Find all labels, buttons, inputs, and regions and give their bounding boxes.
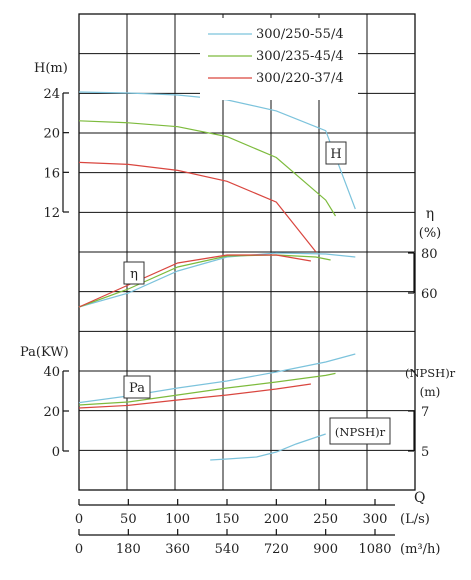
eta-curve-300-235-45-4 (78, 254, 331, 308)
pa-curve-300-220-37-4 (78, 383, 311, 409)
npsh-curve (210, 433, 326, 461)
npsh-axis-title: (NPSH)r (405, 366, 456, 380)
eta-curve-300-220-37-4 (78, 254, 312, 308)
q-m3h-axis-tick-label: 540 (215, 542, 240, 557)
eta-axis-tick-label: 60 (421, 287, 438, 302)
pa-curve-300-250-55-4 (78, 353, 356, 404)
pa-curve-300-235-45-4 (78, 372, 336, 406)
q-ls-axis-tick-label: 100 (165, 512, 190, 527)
h-curve-300-250-55-4 (78, 91, 356, 210)
pa-axis-title: Pa(KW) (20, 345, 69, 360)
curve-label-eta: η (123, 261, 145, 285)
q-ls-axis-tick-label: 150 (215, 512, 240, 527)
pa-axis-tick-label: 0 (52, 445, 60, 460)
h-axis-tick-label: 24 (43, 87, 60, 102)
q-ls-axis-tick-label: 50 (120, 512, 137, 527)
h-axis-tick-label: 20 (43, 127, 60, 142)
eta-curve-300-250-55-4 (78, 252, 356, 308)
q-ls-axis-tick-label: 300 (363, 512, 388, 527)
q-m3h-axis-tick-label: 360 (165, 542, 190, 557)
legend: 300/250-55/4 300/235-45/4 300/220-37/4 (200, 18, 358, 100)
curve-label-npsh: (NPSH)r (329, 417, 391, 445)
q-m3h-axis-tick-label: 900 (313, 542, 338, 557)
q-m3h-axis-tick-label: 1080 (358, 542, 391, 557)
pa-axis-tick-label: 40 (43, 365, 60, 380)
q-ls-axis-tick-label: 0 (75, 512, 83, 527)
legend-box (200, 18, 358, 100)
curve-label-h: H (325, 141, 347, 165)
q-m3h-axis-tick-label: 180 (116, 542, 141, 557)
svg-text:η: η (130, 267, 138, 282)
legend-label-300-250: 300/250-55/4 (256, 27, 344, 42)
h-axis-tick-label: 12 (43, 206, 60, 221)
legend-label-300-220: 300/220-37/4 (256, 71, 344, 86)
curve-label-pa: Pa (123, 375, 151, 399)
q-ls-unit: (L/s) (400, 512, 430, 527)
eta-axis-symbol: η (426, 206, 434, 222)
svg-text:H: H (330, 147, 341, 162)
q-ls-axis-tick-label: 250 (313, 512, 338, 527)
chart-curves (78, 91, 356, 461)
q-m3h-axis-tick-label: 0 (75, 542, 83, 557)
eta-axis-unit: (%) (419, 226, 442, 241)
h-axis-title: H(m) (34, 61, 68, 76)
npsh-axis-unit: (m) (420, 385, 441, 399)
h-curve-300-220-37-4 (78, 161, 317, 253)
pa-axis-tick-label: 20 (43, 405, 60, 420)
npsh-axis-tick-label: 7 (421, 405, 429, 420)
svg-text:(NPSH)r: (NPSH)r (335, 425, 386, 439)
h-axis-tick-label: 16 (43, 166, 60, 181)
legend-label-300-235: 300/235-45/4 (256, 49, 344, 64)
svg-text:Pa: Pa (129, 381, 145, 396)
q-axis-title: Q (414, 490, 425, 506)
q-m3h-axis-tick-label: 720 (264, 542, 289, 557)
npsh-axis-tick-label: 5 (421, 445, 429, 460)
eta-axis-tick-label: 80 (421, 247, 438, 262)
q-m3h-unit: (m³/h) (400, 542, 440, 557)
h-curve-300-235-45-4 (78, 120, 337, 217)
q-ls-axis-tick-label: 200 (264, 512, 289, 527)
